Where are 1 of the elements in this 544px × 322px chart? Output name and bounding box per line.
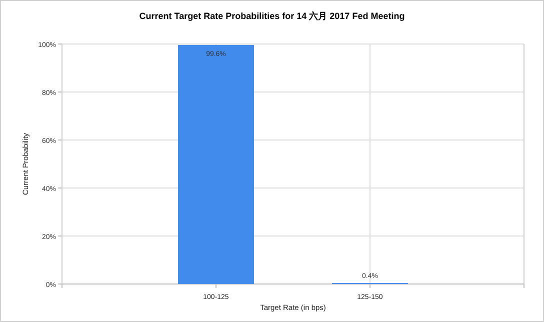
chart-title: Current Target Rate Probabilities for 14 六月 2017 Fed Meeting [139,11,405,21]
